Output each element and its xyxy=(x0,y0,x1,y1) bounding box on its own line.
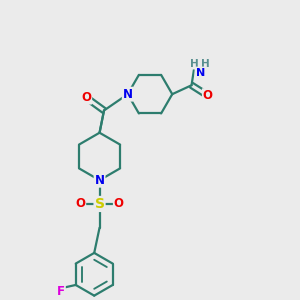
Text: H: H xyxy=(201,58,210,69)
Text: N: N xyxy=(123,88,133,101)
Text: S: S xyxy=(94,197,105,211)
Text: N: N xyxy=(196,68,205,77)
Text: N: N xyxy=(94,174,105,187)
Text: F: F xyxy=(57,285,65,298)
Text: O: O xyxy=(75,197,85,211)
Text: H: H xyxy=(190,58,199,69)
Text: O: O xyxy=(203,89,213,102)
Text: O: O xyxy=(114,197,124,211)
Text: O: O xyxy=(81,91,91,103)
